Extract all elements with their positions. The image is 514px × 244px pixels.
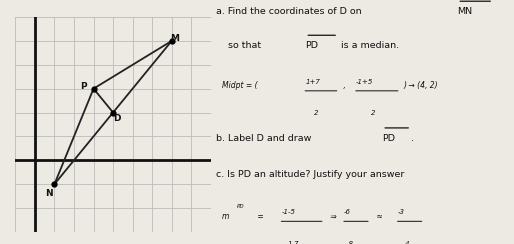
Text: PD: PD <box>237 204 244 209</box>
Text: =: = <box>254 212 266 221</box>
Text: D: D <box>113 114 120 123</box>
Text: a. Find the coordinates of D on: a. Find the coordinates of D on <box>216 7 364 16</box>
Text: PD: PD <box>305 41 318 50</box>
Text: -3: -3 <box>398 209 405 215</box>
Text: .: . <box>411 134 414 143</box>
Text: N: N <box>45 189 52 198</box>
Text: ≈: ≈ <box>374 212 385 221</box>
Text: M: M <box>170 34 179 43</box>
Text: 2: 2 <box>371 110 375 116</box>
Text: ,: , <box>341 81 346 90</box>
Text: ) → (4, 2): ) → (4, 2) <box>403 81 438 90</box>
Text: 2: 2 <box>314 110 319 116</box>
Text: -8: -8 <box>347 241 354 244</box>
Text: 4: 4 <box>405 241 410 244</box>
Text: PD: PD <box>382 134 395 143</box>
Text: MN: MN <box>457 7 472 16</box>
Text: m: m <box>222 212 229 221</box>
Text: P: P <box>81 82 87 91</box>
Text: ⇒: ⇒ <box>328 212 339 221</box>
Text: -1+5: -1+5 <box>356 79 373 85</box>
Text: -6: -6 <box>344 209 351 215</box>
Text: Midpt = (: Midpt = ( <box>222 81 258 90</box>
Text: 1+7: 1+7 <box>305 79 320 85</box>
Text: 1-7: 1-7 <box>287 241 299 244</box>
Text: is a median.: is a median. <box>338 41 399 50</box>
Text: -1-5: -1-5 <box>282 209 296 215</box>
Text: b. Label D and draw: b. Label D and draw <box>216 134 314 143</box>
Text: so that: so that <box>228 41 264 50</box>
Text: c. Is PD an altitude? Justify your answer: c. Is PD an altitude? Justify your answe… <box>216 170 404 179</box>
